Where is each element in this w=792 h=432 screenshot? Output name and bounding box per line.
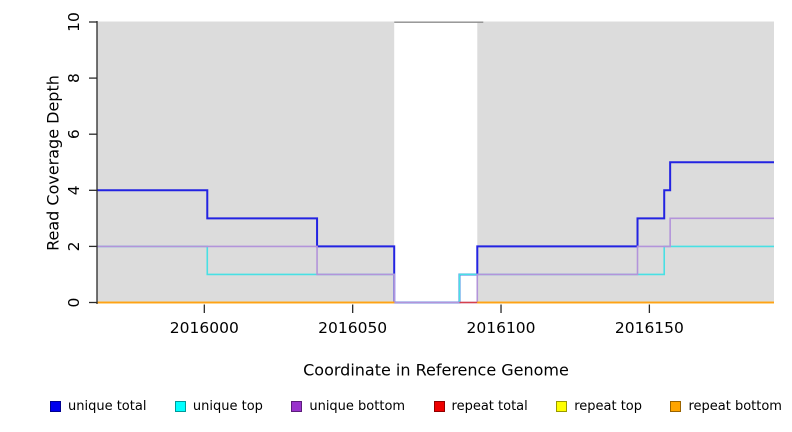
legend-label-repeat-top: repeat top	[574, 399, 642, 414]
legend-swatch-repeat-bottom	[670, 401, 682, 412]
legend-item-repeat-bottom: repeat bottom	[670, 399, 782, 414]
y-axis-title: Read Coverage Depth	[43, 75, 63, 251]
legend-swatch-unique-bottom	[291, 401, 303, 412]
y-tick-label: 4	[65, 185, 83, 195]
legend-swatch-repeat-top	[556, 401, 568, 412]
legend-item-unique-bottom: unique bottom	[291, 399, 405, 414]
x-tick-label: 2016050	[318, 319, 387, 337]
legend-swatch-repeat-total	[433, 401, 445, 412]
gap-region	[394, 21, 478, 304]
legend-label-unique-total: unique total	[68, 399, 147, 414]
series-line-unique-bottom	[97, 217, 774, 304]
legend-label-repeat-total: repeat total	[451, 399, 528, 414]
y-tick-label: 6	[65, 129, 83, 139]
legend-item-repeat-top: repeat top	[556, 399, 642, 414]
y-tick-label: 2	[65, 241, 83, 251]
legend-label-unique-top: unique top	[192, 399, 263, 414]
x-tick-label: 2016100	[467, 319, 536, 337]
legend-label-unique-bottom: unique bottom	[309, 399, 406, 414]
y-tick-label: 0	[65, 298, 83, 308]
chart-legend: unique total unique top unique bottom repea…	[50, 399, 782, 414]
legend-swatch-unique-top	[174, 401, 186, 412]
legend-item-repeat-total: repeat total	[433, 399, 528, 414]
legend-item-unique-total: unique total	[50, 399, 146, 414]
x-axis-title: Coordinate in Reference Genome	[303, 360, 569, 380]
legend-label-repeat-bottom: repeat bottom	[688, 399, 782, 414]
y-tick-label: 10	[65, 12, 83, 32]
y-tick-label: 8	[65, 73, 83, 83]
x-tick-label: 2016150	[615, 319, 684, 337]
x-tick-label: 2016000	[170, 319, 239, 337]
legend-item-unique-top: unique top	[174, 399, 263, 414]
legend-swatch-unique-total	[50, 401, 61, 412]
